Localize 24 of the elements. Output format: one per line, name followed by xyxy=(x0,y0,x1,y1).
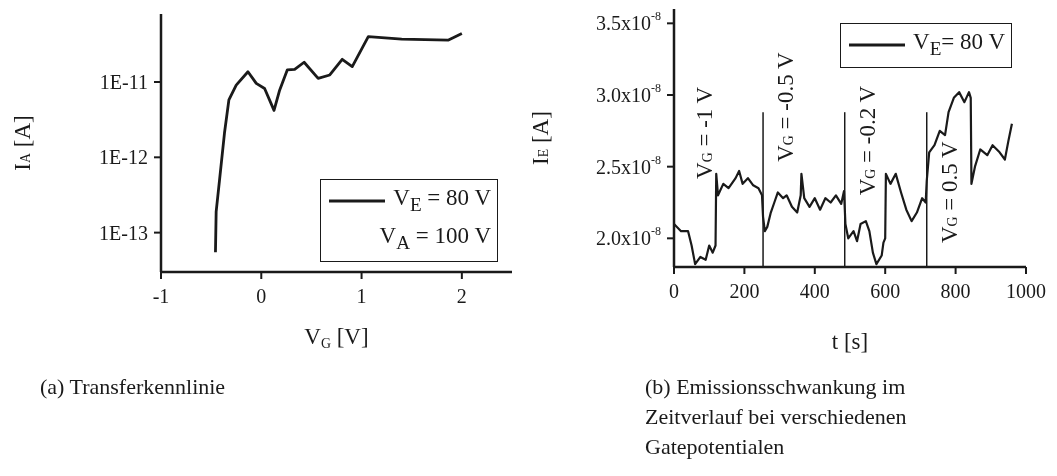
y-tick-label: 1E-11 xyxy=(99,71,148,94)
legend-label: V$_{E}$= 80 V xyxy=(913,28,1005,61)
x-tick-label: 600 xyxy=(870,280,901,302)
x-tick-label: 0 xyxy=(669,280,679,302)
y-tick-label: 1E-12 xyxy=(99,146,148,169)
y-tick-label: 2.0x10$^{-8}$ xyxy=(596,224,661,250)
x-tick-label: -1 xyxy=(152,285,170,307)
x-tick-label: 1 xyxy=(356,285,367,307)
annotation: V$_{A}$ = 100 V xyxy=(378,222,491,255)
x-tick-label: 400 xyxy=(799,280,830,302)
x-tick-label: 200 xyxy=(729,280,760,302)
x-tick-label: 1000 xyxy=(1006,280,1046,302)
x-tick-label: 800 xyxy=(940,280,971,302)
y-tick-label: 3.5x10$^{-8}$ xyxy=(596,9,661,35)
x-axis-title: V$_{G}$ [V] xyxy=(304,324,369,351)
x-tick-label: 0 xyxy=(256,285,267,307)
text: (a) Transferkennlinie xyxy=(40,373,227,401)
text: (b) Emissionsschwankung im Zeitverlauf bei verschiedenen Gatepotentialen xyxy=(645,373,908,461)
y-tick-label: 3.0x10$^{-8}$ xyxy=(596,81,661,106)
x-tick-label: 2 xyxy=(456,285,467,307)
legend-label: V$_{E}$ = 80 V xyxy=(393,183,491,217)
x-axis-title: t [s] xyxy=(831,329,869,354)
y-tick-label: 1E-13 xyxy=(99,221,148,244)
y-tick-label: 2.5x10$^{-8}$ xyxy=(596,153,661,178)
